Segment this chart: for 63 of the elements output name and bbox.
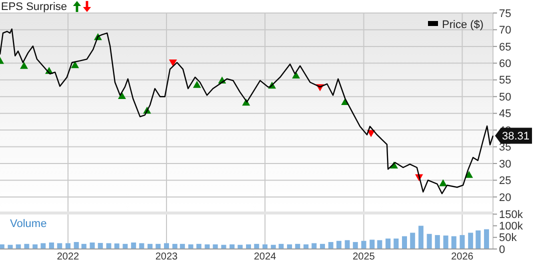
legend-label: Price ($): [442, 18, 484, 31]
bar: [344, 240, 350, 249]
bar: [426, 234, 432, 249]
bar: [451, 236, 456, 249]
bar: [66, 243, 70, 249]
y-tick-label: 0: [499, 244, 506, 256]
bar: [312, 243, 317, 249]
bar: [328, 242, 334, 249]
bar: [460, 235, 465, 249]
bar: [90, 242, 95, 249]
bar: [394, 238, 399, 249]
bar: [336, 240, 342, 249]
bar: [114, 243, 120, 249]
y-tick-label: 75: [499, 8, 512, 20]
y-tick-label: 70: [499, 24, 512, 37]
annotation: 38.31: [502, 130, 530, 143]
y-tick-label: 25: [499, 175, 512, 188]
point: [118, 92, 126, 99]
bar: [98, 242, 103, 249]
bar: [139, 243, 144, 249]
bar: [164, 243, 169, 249]
bar: [476, 230, 481, 249]
bar: [361, 240, 366, 249]
chart-title: EPS Surprise: [1, 1, 68, 13]
y-tick-label: 30: [499, 158, 512, 170]
bar: [40, 243, 46, 249]
bar: [131, 242, 136, 249]
x-tick-label: 2023: [155, 252, 178, 262]
bar: [106, 243, 112, 249]
point: [439, 179, 448, 186]
x-tick-label: 2024: [254, 252, 277, 262]
y-tick-label: 20: [499, 192, 512, 204]
x-tick-label: 2022: [56, 252, 80, 262]
y-tick-label: 100k: [499, 220, 524, 233]
point: [71, 61, 80, 68]
bar: [443, 236, 448, 249]
bar: [418, 226, 424, 249]
y-tick-label: 65: [499, 41, 512, 54]
bar: [468, 232, 474, 249]
x-tick-label: 2026: [451, 252, 474, 262]
bar: [49, 242, 54, 249]
text: Volume: [10, 218, 47, 230]
y-tick-label: 50k: [499, 232, 518, 244]
y-tick-label: 55: [499, 74, 512, 87]
bar: [352, 242, 358, 249]
bar: [484, 229, 490, 249]
bar: [410, 232, 416, 249]
y-tick-label: 50: [499, 91, 512, 104]
point: [168, 60, 177, 66]
point: [20, 62, 28, 69]
x-tick-label: 2025: [352, 252, 376, 262]
y-tick-label: 60: [499, 58, 512, 70]
bar: [370, 240, 375, 249]
y-tick-label: 150k: [499, 209, 524, 222]
bar: [74, 242, 79, 249]
y-tick-label: 45: [499, 108, 512, 120]
bar: [377, 240, 382, 249]
bar: [402, 236, 407, 249]
point: [192, 80, 201, 88]
point: [292, 72, 300, 79]
bar: [434, 235, 440, 249]
bar: [57, 243, 62, 249]
bar: [386, 238, 391, 249]
